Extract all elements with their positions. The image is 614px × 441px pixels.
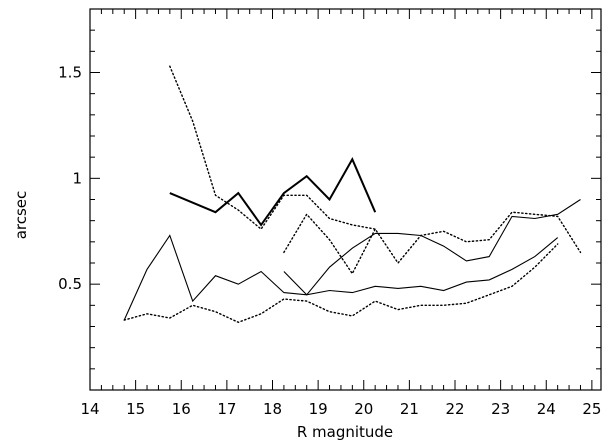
x-tick-label: 18 xyxy=(263,400,282,418)
y-tick-label: 1.5 xyxy=(58,64,82,82)
x-tick-label: 19 xyxy=(309,400,328,418)
x-axis-label: R magnitude xyxy=(297,423,393,441)
y-tick-label: 0.5 xyxy=(58,275,82,293)
series-line-2 xyxy=(169,65,376,231)
x-tick-label: 17 xyxy=(217,400,236,418)
x-tick-label: 21 xyxy=(400,400,419,418)
series-line-1 xyxy=(169,157,377,227)
x-tick-label: 14 xyxy=(80,400,99,418)
series-line-5 xyxy=(283,211,582,275)
tick-labels: 14 15 16 17 18 19 20 21 22 23 24 25 0.5 1 1.5 xyxy=(58,64,601,419)
series-line-4 xyxy=(283,237,559,296)
y-tick-label: 1 xyxy=(72,169,82,187)
x-tick-label: 23 xyxy=(491,400,510,418)
plot-frame xyxy=(89,8,602,391)
x-tick-label: 24 xyxy=(537,400,556,418)
series-line-3 xyxy=(123,199,581,321)
series-layer xyxy=(123,65,582,324)
y-axis-label: arcsec xyxy=(12,191,30,240)
x-tick-label: 16 xyxy=(172,400,191,418)
x-tick-label: 22 xyxy=(445,400,464,418)
x-tick-label: 20 xyxy=(354,400,373,418)
x-tick-label: 25 xyxy=(582,400,601,418)
x-tick-label: 15 xyxy=(126,400,145,418)
axis-ticks xyxy=(89,8,601,391)
